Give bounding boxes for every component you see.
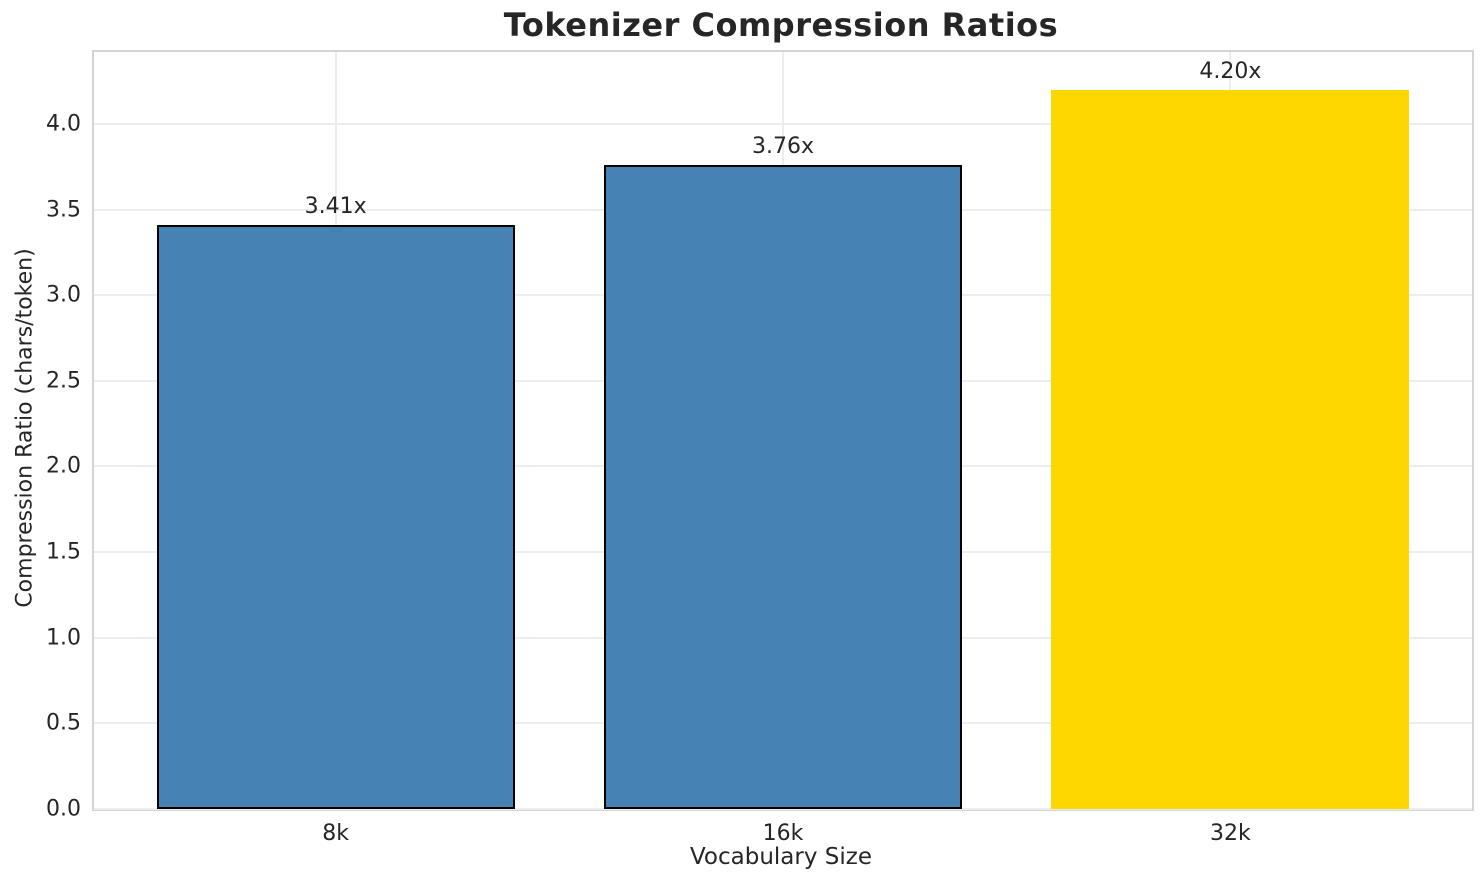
y-tick-label-3.0: 3.0 <box>46 282 81 308</box>
bar-value-label-16k: 3.76x <box>751 134 815 160</box>
y-tick-label-0.5: 0.5 <box>46 710 81 736</box>
y-tick-label-2.5: 2.5 <box>46 368 81 394</box>
x-tick-label-8k: 8k <box>322 821 349 846</box>
x-tick-label-32k: 32k <box>1210 821 1251 846</box>
y-tick-label-4.0: 4.0 <box>46 111 81 137</box>
y-tick-label-1.0: 1.0 <box>46 625 81 651</box>
y-tick-label-2.0: 2.0 <box>46 453 81 479</box>
y-tick-label-1.5: 1.5 <box>46 539 81 565</box>
bar-8k <box>156 224 515 809</box>
y-tick-label-3.5: 3.5 <box>46 197 81 223</box>
y-axis-label: Compression Ratio (chars/token) <box>12 248 38 608</box>
x-tick-label-16k: 16k <box>762 821 804 846</box>
chart-title: Tokenizer Compression Ratios <box>503 6 1059 44</box>
y-tick-label-0.0: 0.0 <box>46 796 81 822</box>
x-axis-label: Vocabulary Size <box>689 844 872 870</box>
bar-32k <box>1051 89 1410 809</box>
bar-value-label-32k: 4.20x <box>1199 58 1262 84</box>
bar-16k <box>604 165 962 809</box>
bar-value-label-8k: 3.41x <box>304 193 367 219</box>
gridline-h-0.0 <box>94 808 1472 810</box>
plot-area: 0.0 0.5 1.0 1.5 2.0 2.5 3.0 3.5 4.0 3.41x 8k 3.76x 1… <box>46 50 1474 846</box>
